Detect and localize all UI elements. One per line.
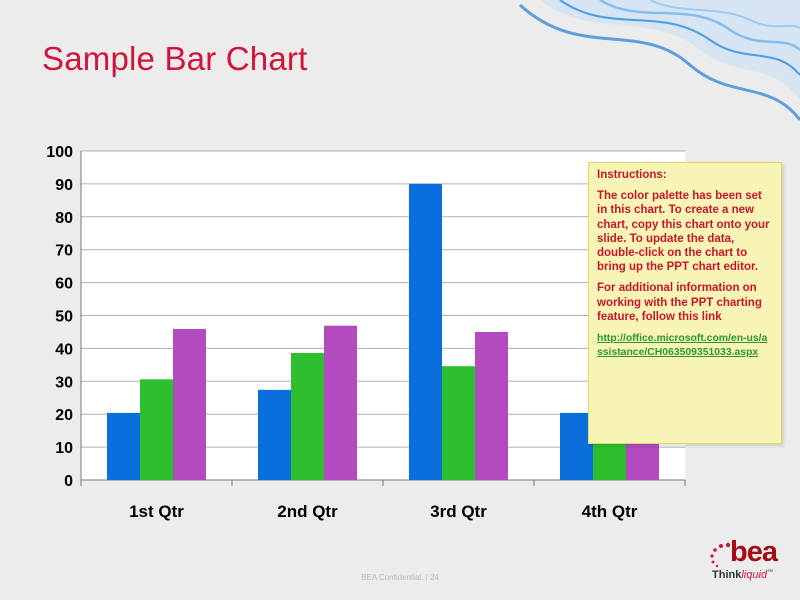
y-tick-label: 80 [55,210,73,227]
x-tick-label: 1st Qtr [129,502,184,521]
swirl-decoration [518,0,800,121]
y-tick-label: 10 [55,440,73,457]
bar-series1-2 [258,389,291,480]
bar-series2-3 [442,366,475,480]
bar-series3-3 [475,331,508,480]
x-tick-label: 4th Qtr [582,502,638,521]
callout-heading: Instructions: [597,169,667,181]
bar-series3-2 [324,325,357,480]
bar-series3-1 [173,328,206,480]
logo-wordmark: bea [730,536,778,568]
bar-series1-1 [107,412,140,480]
callout-paragraph-2: For additional information on working wi… [597,282,762,323]
x-tick-label: 3rd Qtr [430,502,487,521]
bar-series1-4 [560,412,593,480]
bar-series2-1 [140,379,173,480]
y-tick-label: 70 [55,243,73,260]
logo-tagline: Thinkliquid™ [712,569,774,581]
slide-title: Sample Bar Chart [42,40,308,77]
callout-paragraph-1: The color palette has been set in this c… [597,190,770,274]
y-tick-label: 50 [55,309,73,326]
y-tick-label: 30 [55,374,73,391]
y-tick-label: 100 [46,144,73,161]
bar-series2-2 [291,353,324,480]
y-tick-label: 40 [55,341,73,358]
instructions-callout: Instructions: The color palette has been… [588,162,782,444]
bar-series1-3 [409,183,442,480]
logo-dots-icon [710,542,731,568]
bea-logo: bea Thinkliquid™ [708,536,788,586]
callout-link[interactable]: http://office.microsoft.com/en-us/assist… [597,333,768,359]
y-tick-label: 60 [55,276,73,293]
x-tick-label: 2nd Qtr [277,502,338,521]
y-tick-label: 20 [55,407,73,424]
slide-footer: BEA Confidential. | 24 [361,573,439,582]
y-tick-label: 90 [55,177,73,194]
y-tick-label: 0 [64,473,73,490]
